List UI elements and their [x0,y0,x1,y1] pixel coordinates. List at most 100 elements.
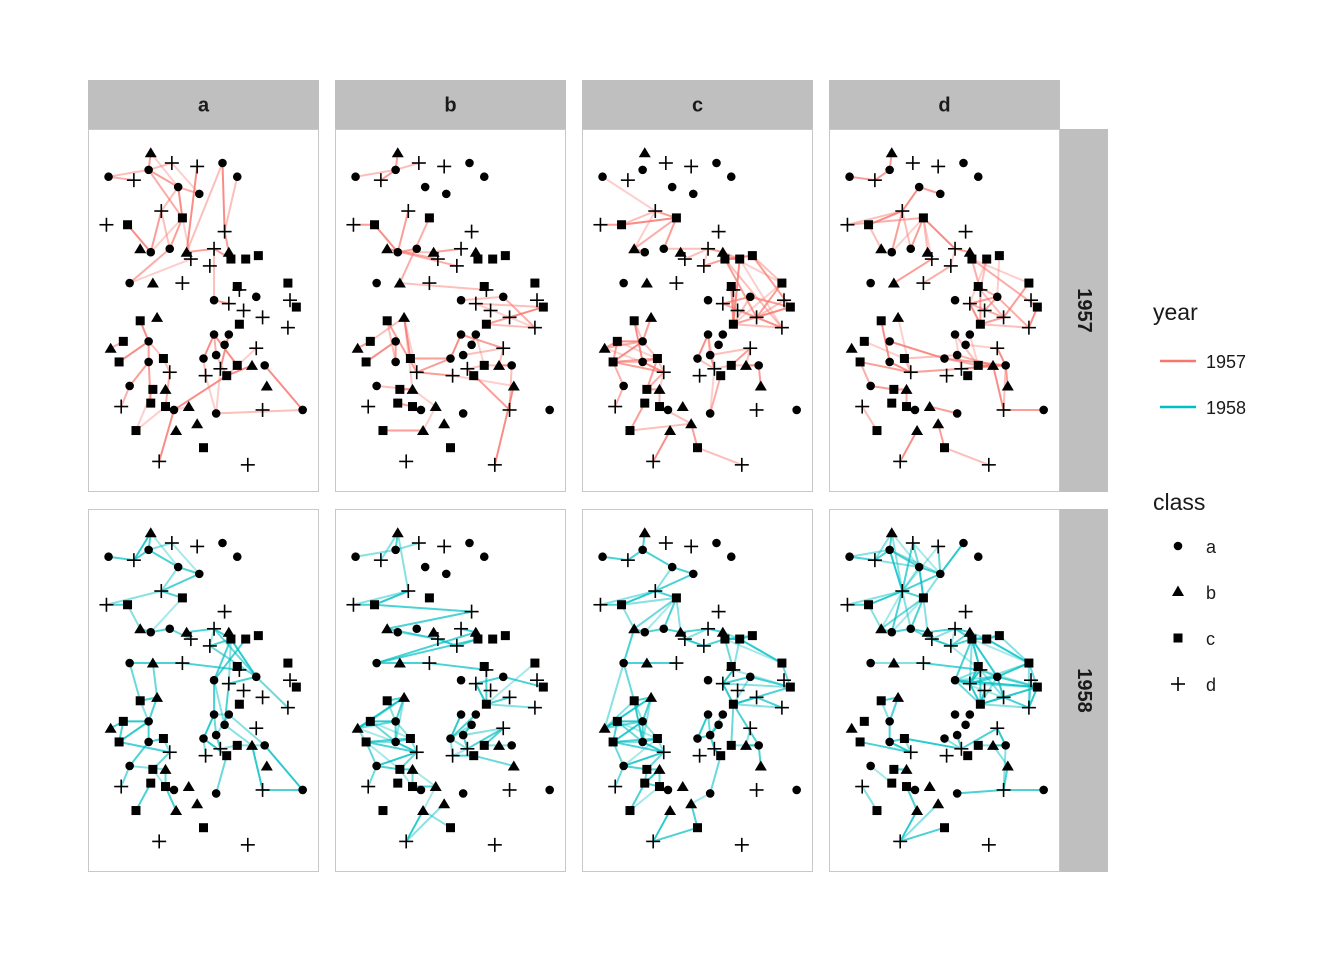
node-b [398,691,411,702]
node-b [887,657,900,668]
node-c [405,354,415,364]
edge [654,572,695,593]
edge [633,596,678,630]
node-c [232,740,242,750]
node-b [640,657,653,668]
node-a [507,741,516,750]
node-c [973,661,983,671]
edge [263,744,304,791]
node-c [530,278,540,288]
node-b [921,246,934,257]
nodes-b-1957 [346,147,554,472]
node-a [703,675,713,685]
edge [922,216,929,254]
node-b [406,763,419,774]
node-a [251,672,261,682]
node-d [449,258,464,273]
node-c [469,371,479,381]
edge [373,603,473,613]
edge [899,802,940,843]
edge [612,340,644,363]
node-b [676,781,689,792]
node-a [845,172,854,182]
node-b [246,739,259,750]
edge [149,210,163,254]
edge [105,590,163,606]
node-c [963,751,973,761]
node-a [598,172,607,182]
node-b [134,623,147,634]
node-c [446,823,455,833]
edge [485,703,536,709]
edge [992,364,1005,411]
node-d [948,621,963,636]
edge [213,679,226,726]
node-a [885,165,894,175]
edge [723,258,758,319]
edge [897,316,912,374]
node-c [234,699,244,709]
node-d [255,690,270,705]
edge [721,675,752,685]
panel-bg [582,129,813,492]
column-strip-label-b: b [444,95,456,117]
node-d [202,638,217,653]
node-a [866,761,875,771]
edge [485,662,536,706]
edge [738,638,783,665]
node-a [973,552,983,562]
node-c [655,782,665,792]
node-d [962,296,977,311]
node-c [640,398,650,408]
edge [899,809,919,843]
node-c [469,751,479,761]
node-b [391,527,404,538]
edge [654,566,674,593]
node-a [659,244,669,254]
node-c [612,716,622,726]
node-a [712,538,721,548]
edge [956,788,1005,795]
node-a [416,405,426,415]
node-c [408,782,418,792]
node-a [754,741,763,750]
node-a [705,789,715,798]
row-strip-1957: 1957 [1060,129,1108,492]
node-c [232,281,242,291]
node-c [855,737,865,747]
node-a [965,710,975,719]
node-c [1024,658,1034,668]
node-c [177,213,187,223]
node-d [280,320,295,335]
node-a [471,330,481,339]
edge [928,405,959,415]
node-d [1021,700,1036,715]
edge [683,638,705,647]
edge [356,720,397,730]
edge [909,596,925,630]
node-c [902,782,912,792]
node-d [464,604,479,619]
node-c [361,737,371,747]
legend-class-key-d [1171,677,1185,691]
node-b [716,246,729,257]
node-d [99,597,114,612]
node-c [973,360,983,370]
node-d [715,296,730,311]
node-b [923,781,936,792]
edge [888,548,921,569]
legend-class: class a b c d [1153,489,1217,695]
node-b [754,760,767,771]
node-d [422,656,437,671]
node-c [1024,278,1034,288]
edge [751,254,783,285]
node-a [458,409,468,418]
legend-class-label-a: a [1206,537,1217,557]
node-d [931,159,946,174]
node-a [950,295,960,305]
edge [213,638,247,682]
node-a [224,330,234,339]
node-c [253,251,263,261]
node-b [645,691,658,702]
